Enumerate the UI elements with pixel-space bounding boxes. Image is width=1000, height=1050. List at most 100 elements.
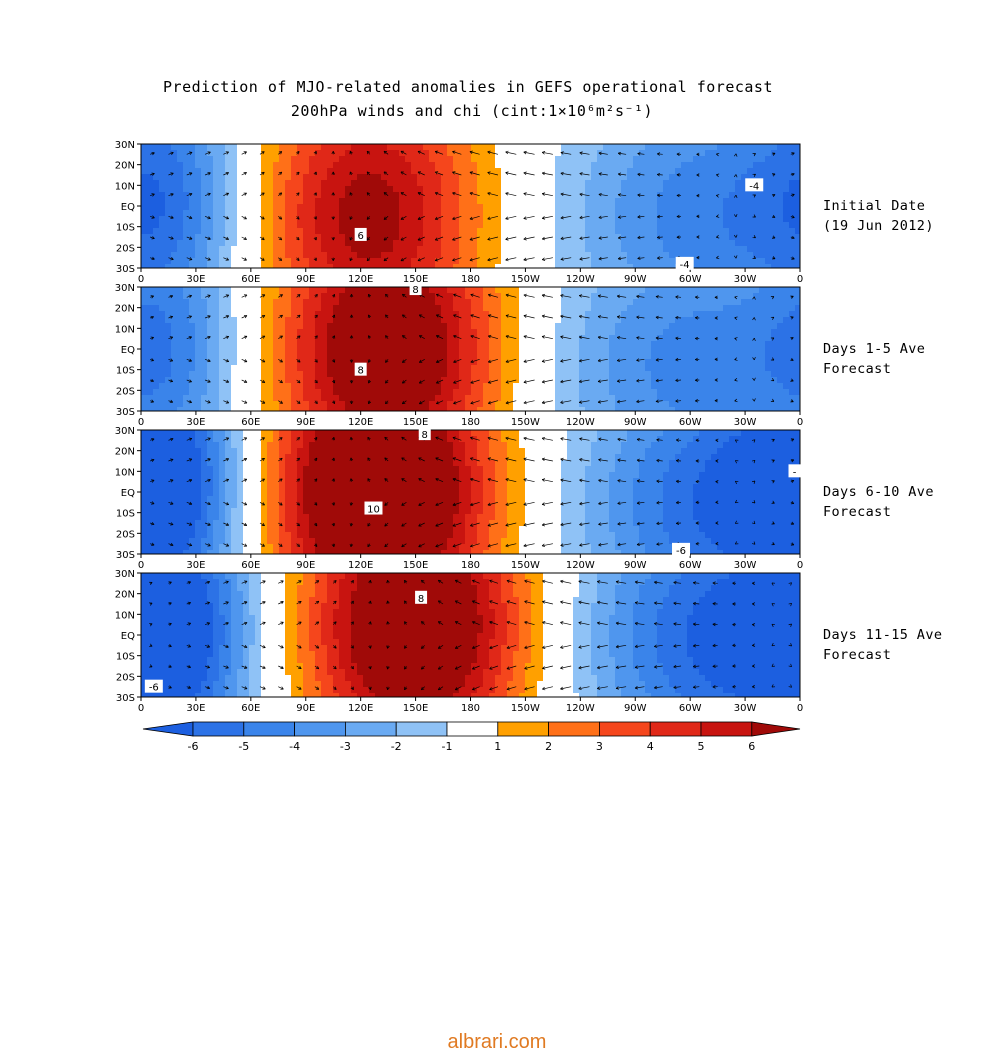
y-tick-label: EQ — [121, 345, 135, 356]
x-tick-label: 120E — [348, 703, 373, 714]
x-tick-label: 90W — [624, 703, 647, 714]
y-tick-label: EQ — [121, 488, 135, 499]
x-tick-label: 180 — [461, 703, 480, 714]
x-tick-label: 30W — [734, 417, 757, 428]
colorbar-label: 6 — [748, 740, 755, 753]
x-tick-label: 30E — [186, 417, 205, 428]
y-tick-label: EQ — [121, 202, 135, 213]
x-tick-label: 120W — [566, 417, 595, 428]
x-tick-label: 30E — [186, 560, 205, 571]
contour-label-bg — [364, 501, 383, 515]
x-tick-label: 30W — [734, 703, 757, 714]
x-tick-label: 150E — [403, 560, 428, 571]
x-tick-label: 60W — [679, 417, 702, 428]
contour-label-bg — [418, 427, 431, 441]
y-tick-label: 10S — [116, 509, 135, 520]
x-tick-label: 0 — [138, 274, 144, 285]
colorbar-swatch — [649, 721, 702, 737]
colorbar-swatch — [243, 721, 296, 737]
x-tick-label: 0 — [797, 560, 803, 571]
x-tick-label: 60W — [679, 274, 702, 285]
y-tick-label: 20N — [115, 590, 135, 601]
panel-label-line1: Days 1-5 Ave — [823, 341, 925, 357]
contour-label-bg — [672, 542, 691, 556]
contour-label: -6 — [676, 546, 686, 557]
wind-vectors — [150, 293, 794, 405]
contour-label: 8 — [357, 366, 363, 377]
x-tick-label: 30E — [186, 274, 205, 285]
y-tick-label: 10N — [115, 610, 135, 621]
colorbar-swatch — [395, 721, 448, 737]
y-tick-label: EQ — [121, 631, 135, 642]
y-tick-label: 10S — [116, 366, 135, 377]
x-tick-label: 120E — [348, 560, 373, 571]
y-tick-label: 30N — [115, 426, 135, 437]
x-tick-label: 0 — [138, 417, 144, 428]
panel-label-line2: Forecast — [823, 504, 891, 520]
y-tick-label: 10N — [115, 324, 135, 335]
panel-label-line2: Forecast — [823, 647, 891, 663]
contour-label-bg — [788, 464, 801, 478]
contour-label: 8 — [418, 594, 424, 605]
wind-vectors — [149, 579, 792, 691]
colorbar-label: 1 — [494, 740, 501, 753]
colorbar-swatch — [497, 721, 549, 737]
panel-label-line2: Forecast — [823, 361, 891, 377]
contour-label-bg — [675, 256, 694, 270]
colorbar-label: -6 — [188, 740, 199, 753]
contour-label: -6 — [149, 683, 159, 694]
panel-label-line1: Initial Date — [823, 198, 925, 214]
x-tick-label: 120W — [566, 274, 595, 285]
x-tick-label: 180 — [461, 417, 480, 428]
x-tick-label: 30E — [186, 703, 205, 714]
contour-label: -4 — [680, 260, 690, 271]
x-tick-label: 180 — [461, 274, 480, 285]
contour-label: 10 — [367, 505, 380, 516]
colorbar-swatch — [700, 721, 753, 737]
y-tick-label: 20S — [116, 386, 135, 397]
colorbar-swatch — [548, 721, 600, 737]
y-tick-label: 30S — [116, 550, 135, 561]
y-tick-label: 20S — [116, 529, 135, 540]
colorbar-swatch — [192, 721, 245, 737]
y-tick-label: 10N — [115, 181, 135, 192]
x-tick-label: 90E — [296, 560, 315, 571]
contour-label-bg — [144, 679, 163, 693]
x-tick-label: 60E — [241, 417, 260, 428]
x-tick-label: 0 — [797, 417, 803, 428]
contour-label-bg — [354, 362, 367, 376]
x-tick-label: 150W — [511, 274, 540, 285]
x-tick-label: 150W — [511, 560, 540, 571]
chi-anomaly-field — [141, 144, 800, 268]
x-tick-label: 90E — [296, 703, 315, 714]
y-tick-label: 10N — [115, 467, 135, 478]
y-tick-label: 30S — [116, 264, 135, 275]
colorbar-label: -3 — [340, 740, 351, 753]
x-tick-label: 150E — [403, 274, 428, 285]
chi-anomaly-field — [141, 430, 800, 554]
colorbar-label: 2 — [545, 740, 552, 753]
colorbar-label: -1 — [442, 740, 453, 753]
contour-label-bg — [409, 282, 422, 296]
contour-label: 8 — [412, 285, 418, 296]
chi-anomaly-field — [141, 287, 800, 411]
y-tick-label: 30S — [116, 407, 135, 418]
x-tick-label: 90W — [624, 417, 647, 428]
panel-label-line1: Days 6-10 Ave — [823, 484, 934, 500]
y-tick-label: 10S — [116, 223, 135, 234]
y-tick-label: 20N — [115, 304, 135, 315]
x-tick-label: 60E — [241, 703, 260, 714]
x-tick-label: 30W — [734, 560, 757, 571]
figure-title: Prediction of MJO-related anomalies in G… — [163, 78, 773, 96]
figure-subtitle: 200hPa winds and chi (cint:1×10⁶m²s⁻¹) — [291, 102, 653, 120]
x-tick-label: 90E — [296, 417, 315, 428]
colorbar-swatch — [294, 721, 346, 737]
y-tick-label: 30N — [115, 569, 135, 580]
wind-vectors — [150, 150, 795, 262]
colorbar-label: 4 — [647, 740, 654, 753]
